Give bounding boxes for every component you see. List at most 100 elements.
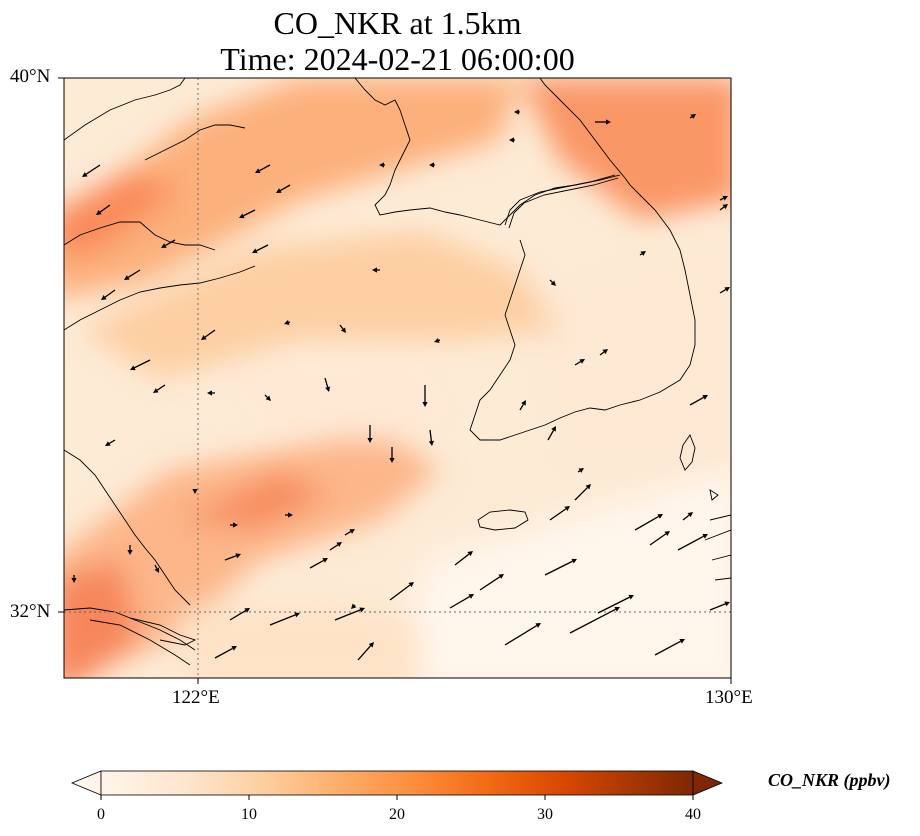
wind-vector-shaft: [634, 515, 659, 531]
wind-vector-head: [702, 395, 708, 400]
wind-vector-shaft: [156, 384, 166, 391]
wind-vector-head: [551, 426, 556, 432]
wind-vector-shaft: [544, 560, 573, 576]
wind-vector-shaft: [574, 487, 588, 501]
wind-vector-head: [82, 172, 88, 177]
wind-vector-shaft: [339, 324, 344, 330]
wind-vector-shaft: [309, 559, 324, 569]
wind-vector-shaft: [344, 531, 352, 536]
wind-vector-head: [498, 574, 504, 579]
wind-vector-shaft: [574, 361, 582, 366]
wind-vector-head: [564, 506, 570, 511]
wind-vector-head: [294, 612, 300, 618]
wind-vector-head: [722, 204, 728, 210]
map-frame: [63, 77, 732, 679]
map-title-line2: Time: 2024-02-21 06:00:00: [220, 41, 575, 77]
wind-vector-shaft: [85, 164, 101, 175]
wind-vector-head: [130, 365, 136, 371]
wind-vector-head: [252, 248, 258, 254]
wind-vector-shaft: [104, 289, 116, 298]
wind-vector-shaft: [165, 239, 176, 247]
wind-vector-head: [389, 458, 395, 463]
wind-vector-shaft: [504, 625, 538, 646]
wind-vector-shaft: [677, 535, 704, 551]
wind-vector-head: [664, 531, 670, 536]
wind-vector-shaft: [243, 209, 256, 217]
wind-vector-shaft: [649, 533, 667, 546]
wind-vector-head: [579, 359, 585, 364]
wind-vector-shaft: [719, 197, 724, 201]
wind-vector-head: [207, 390, 212, 396]
wind-vector-shaft: [569, 608, 616, 634]
wind-vector-head: [428, 440, 434, 446]
wind-vector-shaft: [639, 253, 643, 256]
wind-vector-head: [322, 558, 328, 563]
wind-vector-shaft: [264, 394, 268, 398]
lon-label-130: 130°E: [705, 687, 753, 708]
colorbar-tick-10: 10: [241, 806, 257, 823]
wind-vector-shaft: [134, 359, 151, 369]
wind-vector-head: [265, 395, 271, 401]
wind-vector-head: [571, 558, 577, 564]
wind-vector-head: [71, 578, 77, 583]
wind-vector-shaft: [454, 553, 470, 566]
wind-vector-head: [161, 243, 167, 248]
wind-vector-head: [101, 294, 107, 300]
wind-vector-head: [535, 623, 541, 628]
wind-vector-head: [288, 512, 293, 518]
wind-vector-head: [509, 137, 514, 143]
wind-vector-head: [153, 388, 159, 393]
wind-vector-shaft: [429, 429, 433, 442]
concentration-field: [64, 78, 731, 678]
wind-vector-head: [434, 337, 440, 343]
colorbar-tick-20: 20: [389, 806, 405, 823]
wind-vector-head: [614, 607, 620, 612]
wind-vector-head: [724, 287, 730, 292]
wind-vector-head: [124, 275, 130, 280]
colorbar-tick-0: 0: [97, 806, 105, 823]
wind-vector-head: [468, 594, 474, 599]
wind-vector-shaft: [689, 116, 693, 119]
wind-vector-head: [640, 251, 646, 256]
wind-vector-shaft: [689, 396, 704, 406]
gridlines: [64, 78, 731, 678]
wind-vector-head: [690, 114, 696, 119]
wind-vector-shaft: [549, 508, 567, 521]
wind-vector-head: [702, 534, 708, 539]
wind-vector-head: [724, 601, 730, 607]
wind-vector-shaft: [599, 351, 605, 356]
wind-vector-shaft: [154, 564, 158, 569]
wind-vector-head: [349, 529, 355, 534]
wind-vector-head: [340, 327, 346, 333]
wind-vector-head: [192, 489, 198, 494]
wind-vector-head: [657, 514, 663, 519]
wind-vector-head: [276, 188, 282, 193]
wind-vector-head: [687, 512, 693, 518]
wind-vector-shaft: [479, 576, 501, 591]
wind-vector-head: [679, 639, 685, 644]
wind-vector-shaft: [334, 609, 361, 621]
wind-vector-head: [550, 280, 556, 286]
wind-vector-head: [602, 349, 608, 355]
wind-vector-shaft: [329, 544, 339, 551]
wind-vector-head: [372, 267, 377, 273]
wind-vector-head: [244, 608, 250, 613]
wind-vector-shaft: [519, 403, 524, 411]
colorbar: [70, 770, 724, 800]
wind-vector-head: [255, 168, 261, 173]
wind-vector-head: [606, 119, 611, 125]
wind-vector-shaft: [549, 279, 553, 283]
lat-label-32: 32°N: [10, 601, 51, 622]
wind-vector-head: [422, 402, 428, 407]
coastlines: [64, 78, 731, 666]
wind-vector-head: [628, 594, 634, 600]
wind-vector-shaft: [204, 329, 216, 338]
wind-vector-shaft: [280, 184, 291, 192]
wind-vector-head: [231, 646, 237, 651]
wind-vector-shaft: [682, 514, 690, 521]
wind-vector-head: [233, 522, 238, 528]
colorbar-tick-40: 40: [685, 806, 701, 823]
wind-vector-head: [154, 567, 160, 573]
wind-vector-head: [201, 334, 207, 340]
